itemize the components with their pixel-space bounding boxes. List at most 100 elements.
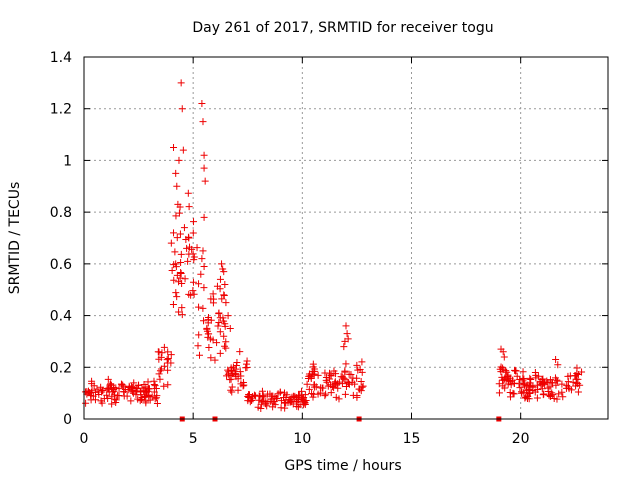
data-point: [108, 400, 116, 408]
data-point: [503, 373, 511, 381]
data-point: [200, 317, 208, 325]
data-point: [572, 379, 580, 387]
data-point: [148, 393, 156, 401]
data-point: [178, 304, 186, 312]
data-point: [156, 375, 164, 383]
data-point: [327, 389, 335, 397]
data-point: [124, 386, 132, 394]
data-point: [511, 366, 519, 374]
y-tick-label: 0: [63, 412, 72, 428]
data-point: [205, 330, 213, 338]
data-point: [164, 366, 172, 374]
data-point: [301, 391, 309, 399]
data-point: [498, 373, 506, 381]
data-point: [214, 322, 222, 330]
data-point: [286, 396, 294, 404]
data-point: [177, 269, 185, 277]
data-point: [271, 401, 279, 409]
data-point: [178, 280, 186, 288]
data-point: [250, 391, 258, 399]
data-point: [519, 368, 527, 376]
data-point: [259, 393, 267, 401]
data-point: [573, 364, 581, 372]
data-point: [177, 259, 185, 267]
data-point: [164, 348, 172, 356]
data-point: [554, 361, 562, 369]
data-point: [308, 370, 316, 378]
data-point: [503, 368, 511, 376]
data-point: [200, 151, 208, 159]
data-point: [266, 390, 274, 398]
data-point: [348, 378, 356, 386]
data-point: [84, 387, 92, 395]
data-point: [198, 255, 206, 263]
data-point: [164, 354, 172, 362]
data-point: [341, 367, 349, 375]
data-point: [276, 388, 284, 396]
data-point: [555, 390, 563, 398]
data-point: [521, 394, 529, 402]
data-point: [574, 380, 582, 388]
data-points: [81, 79, 586, 422]
data-point: [169, 301, 177, 309]
tick-labels: 0 5 10 15 20 0 0.2 0.4 0.6 0.8 1 1.2 1.4: [50, 50, 530, 447]
x-tick-label: 5: [189, 431, 198, 447]
data-point: [548, 379, 556, 387]
data-point: [157, 365, 165, 373]
data-point: [358, 358, 366, 366]
data-point: [224, 312, 232, 320]
data-point: [331, 379, 339, 387]
data-point: [540, 390, 548, 398]
data-point: [91, 396, 99, 404]
data-point: [305, 385, 313, 393]
data-point: [252, 392, 260, 400]
data-point: [197, 270, 205, 278]
data-point: [342, 322, 350, 330]
data-point: [199, 247, 207, 255]
data-point: [327, 372, 335, 380]
x-tick-label: 20: [512, 431, 530, 447]
data-point: [137, 396, 145, 404]
data-point: [539, 375, 547, 383]
data-point: [228, 383, 236, 391]
data-point: [517, 389, 525, 397]
data-point: [215, 318, 223, 326]
data-point: [110, 386, 118, 394]
data-point: [200, 213, 208, 221]
y-tick-label: 0.2: [50, 360, 72, 376]
data-point: [199, 304, 207, 312]
data-point: [236, 348, 244, 356]
data-point: [495, 380, 503, 388]
data-point: [167, 351, 175, 359]
data-point: [220, 332, 228, 340]
data-point: [172, 169, 180, 177]
data-point: [142, 399, 150, 407]
data-point: [172, 212, 180, 220]
data-point: [258, 387, 266, 395]
data-point: [519, 388, 527, 396]
data-point: [507, 381, 515, 389]
data-point: [178, 105, 186, 113]
data-point: [270, 398, 278, 406]
data-point: [221, 320, 229, 328]
data-point: [322, 390, 330, 398]
data-point: [299, 401, 307, 409]
data-point: [179, 146, 187, 154]
data-point: [152, 385, 160, 393]
data-point: [195, 280, 203, 288]
x-tick-label: 0: [80, 431, 89, 447]
data-point: [227, 375, 235, 383]
data-point: [552, 356, 560, 364]
data-point: [193, 244, 201, 252]
data-point: [104, 395, 112, 403]
data-point: [345, 370, 353, 378]
data-point: [247, 396, 255, 404]
data-point: [308, 390, 316, 398]
data-point: [277, 404, 285, 412]
data-point: [189, 229, 197, 237]
data-point: [321, 369, 329, 377]
data-point: [186, 243, 194, 251]
data-point: [227, 386, 235, 394]
data-point: [196, 351, 204, 359]
data-point: [170, 229, 178, 237]
